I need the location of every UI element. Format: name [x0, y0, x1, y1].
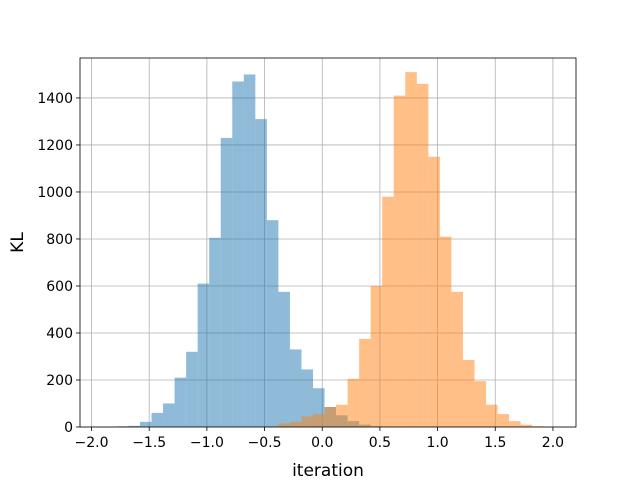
- histogram-bar-series-2: [416, 83, 429, 427]
- histogram-bar-series-1: [151, 412, 164, 427]
- histogram-bar-series-2: [359, 338, 371, 427]
- histogram-bar-series-2: [301, 416, 314, 427]
- x-tick-label: −0.5: [248, 435, 282, 451]
- y-tick-label: 400: [46, 326, 73, 342]
- histogram-bar-series-1: [278, 291, 290, 427]
- histogram-bar-series-2: [405, 72, 417, 427]
- y-tick-label: 1000: [37, 185, 73, 201]
- histogram-bar-series-2: [474, 381, 487, 427]
- histogram-bar-series-2: [462, 360, 475, 427]
- y-tick-label: 600: [46, 279, 73, 295]
- histogram-bar-series-1: [128, 425, 140, 427]
- histogram-bar-series-2: [347, 378, 360, 427]
- x-tick-label: −1.0: [190, 435, 224, 451]
- histogram-bar-series-2: [278, 423, 290, 427]
- histogram-bars: [116, 72, 544, 428]
- histogram-bar-series-2: [313, 414, 325, 427]
- y-tick-label: 800: [46, 232, 73, 248]
- histogram-bar-series-2: [289, 421, 302, 427]
- axis-ticks: −2.0 −1.5 −1.0 −0.5 0.0 0.5 1.0 1.5 2.0 0 200 400 60…: [37, 91, 564, 451]
- histogram-bar-series-1: [289, 349, 302, 427]
- y-tick-label: 200: [46, 373, 73, 389]
- histogram-bar-series-2: [428, 156, 440, 427]
- histogram-bar-series-1: [163, 403, 175, 427]
- histogram-bar-series-1: [243, 74, 256, 427]
- histogram-bar-series-1: [209, 237, 221, 427]
- y-tick-label: 1400: [37, 91, 73, 107]
- histogram-bar-series-1: [313, 388, 325, 427]
- histogram-bar-series-1: [255, 119, 267, 428]
- x-tick-label: −2.0: [75, 435, 109, 451]
- histogram-bar-series-2: [336, 404, 348, 427]
- histogram-bar-series-2: [370, 285, 383, 427]
- plot-area-frame: [79, 57, 577, 428]
- x-tick-label: −1.5: [132, 435, 166, 451]
- y-axis-label: KL: [8, 232, 28, 253]
- histogram-bar-series-2: [393, 95, 406, 427]
- histogram-bar-series-1: [266, 220, 279, 427]
- histogram-bar-series-1: [139, 421, 152, 427]
- histogram-bar-series-2: [324, 407, 337, 427]
- histogram-bar-series-2: [520, 424, 533, 427]
- histogram-bar-series-1: [197, 283, 210, 427]
- x-tick-label: 0.0: [311, 435, 333, 451]
- histogram-bar-series-1: [186, 351, 198, 427]
- histogram-bar-series-1: [232, 81, 244, 428]
- y-tick-label: 0: [64, 420, 73, 436]
- x-tick-label: 1.0: [426, 435, 448, 451]
- x-tick-label: 2.0: [542, 435, 564, 451]
- histogram-bar-series-1: [174, 377, 187, 427]
- x-tick-label: 0.5: [369, 435, 391, 451]
- y-tick-label: 1200: [37, 138, 73, 154]
- histogram-bar-series-2: [451, 291, 463, 427]
- histogram-bar-series-2: [382, 196, 394, 427]
- x-tick-label: 1.5: [484, 435, 506, 451]
- histogram-bar-series-1: [220, 137, 233, 427]
- histogram-bar-series-2: [486, 404, 498, 427]
- histogram-bar-series-2: [497, 414, 510, 427]
- histogram-bar-series-2: [509, 421, 521, 427]
- x-axis-label: iteration: [292, 461, 364, 480]
- histogram-bar-series-1: [301, 369, 314, 427]
- histogram-bar-series-2: [439, 236, 452, 427]
